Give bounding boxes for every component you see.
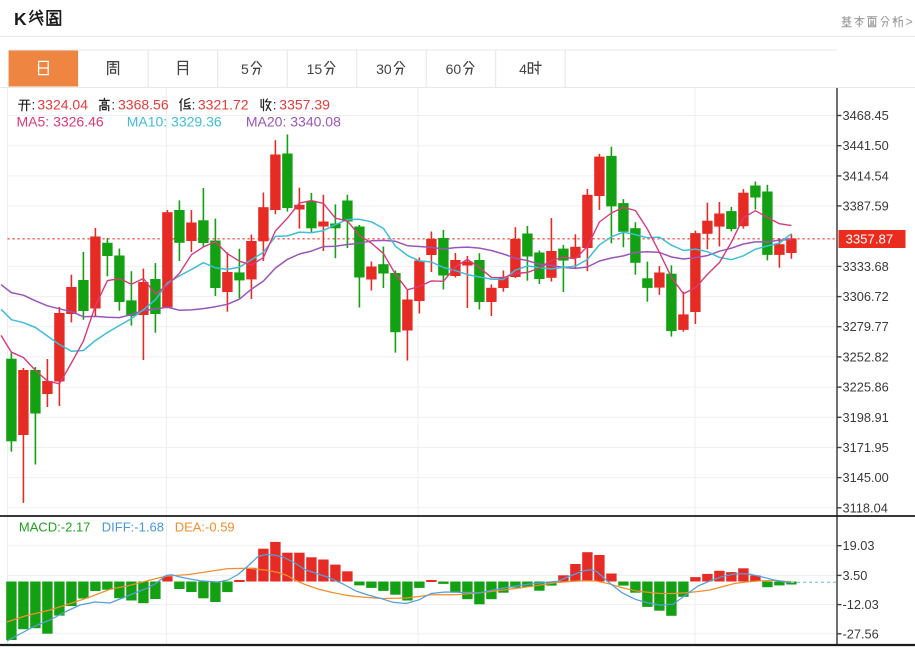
svg-text:MACD:-2.17: MACD:-2.17 xyxy=(19,520,91,535)
svg-text:-27.56: -27.56 xyxy=(843,626,879,641)
svg-text:3118.04: 3118.04 xyxy=(843,500,888,515)
svg-text:3225.86: 3225.86 xyxy=(843,380,889,395)
svg-text:19.03: 19.03 xyxy=(843,538,875,553)
svg-text::: : xyxy=(273,98,277,113)
svg-text:3252.82: 3252.82 xyxy=(843,349,889,364)
svg-text::: : xyxy=(192,98,196,113)
svg-text:MA5: 3326.46: MA5: 3326.46 xyxy=(17,114,104,130)
svg-text:3357.39: 3357.39 xyxy=(279,97,330,113)
svg-text:60: 60 xyxy=(446,61,462,77)
svg-text:5: 5 xyxy=(241,61,249,77)
svg-text::: : xyxy=(111,98,115,113)
svg-text:3468.45: 3468.45 xyxy=(843,108,889,123)
svg-text:3441.50: 3441.50 xyxy=(843,138,889,153)
svg-text:-12.03: -12.03 xyxy=(843,597,879,612)
svg-text:DIFF:-1.68: DIFF:-1.68 xyxy=(102,520,164,535)
svg-text:3.50: 3.50 xyxy=(843,568,868,583)
svg-text:3198.91: 3198.91 xyxy=(843,410,889,425)
svg-text:MA10: 3329.36: MA10: 3329.36 xyxy=(127,114,222,130)
svg-text:3306.72: 3306.72 xyxy=(843,289,889,304)
svg-text:K: K xyxy=(14,9,27,29)
svg-text:30: 30 xyxy=(376,61,392,77)
svg-text:3368.56: 3368.56 xyxy=(118,97,169,113)
svg-text:3145.00: 3145.00 xyxy=(843,470,889,485)
svg-text:3321.72: 3321.72 xyxy=(198,97,249,113)
svg-text::: : xyxy=(32,98,36,113)
svg-text:3357.87: 3357.87 xyxy=(846,232,894,247)
svg-text:DEA:-0.59: DEA:-0.59 xyxy=(175,520,235,535)
svg-text:15: 15 xyxy=(307,61,323,77)
svg-text:3414.54: 3414.54 xyxy=(843,168,889,183)
svg-text:3387.59: 3387.59 xyxy=(843,198,889,213)
svg-text:>: > xyxy=(906,15,913,29)
svg-text:3279.77: 3279.77 xyxy=(843,319,889,334)
svg-text:3333.68: 3333.68 xyxy=(843,259,889,274)
svg-text:4: 4 xyxy=(519,61,527,77)
svg-text:MA20: 3340.08: MA20: 3340.08 xyxy=(246,114,341,130)
svg-text:3324.04: 3324.04 xyxy=(37,97,88,113)
svg-text:3171.95: 3171.95 xyxy=(843,440,889,455)
